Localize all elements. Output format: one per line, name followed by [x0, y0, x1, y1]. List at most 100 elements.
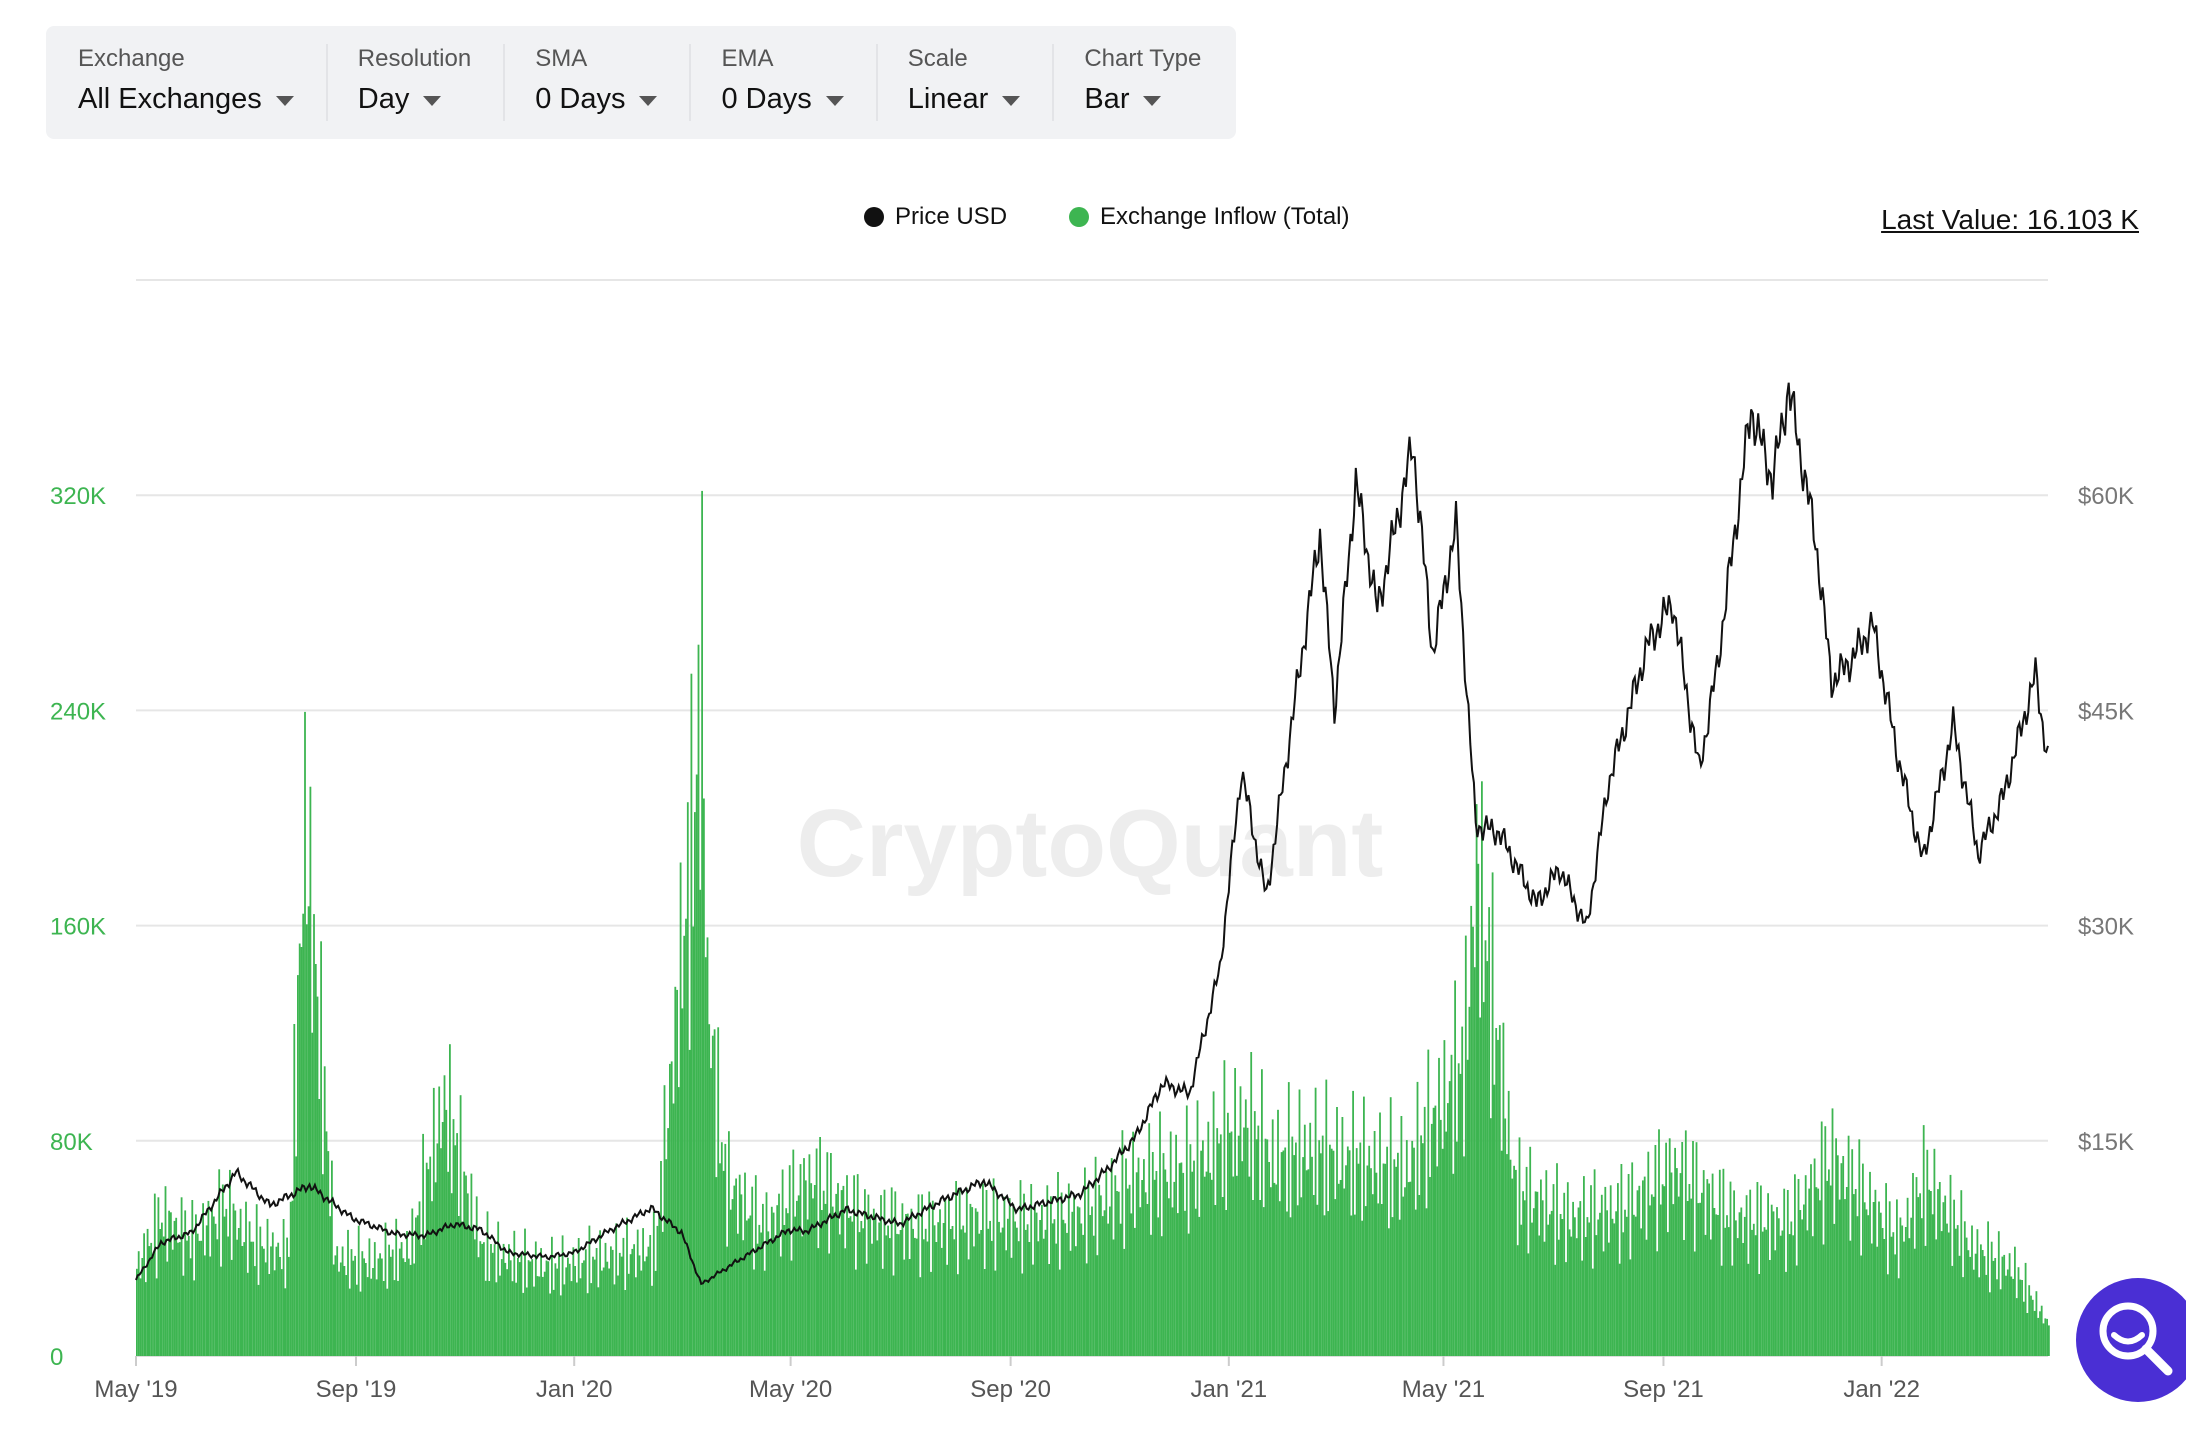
inflow-bar — [1490, 1118, 1492, 1356]
ema-dropdown[interactable]: 0 Days — [721, 82, 844, 116]
inflow-bar — [903, 1259, 906, 1356]
inflow-bar — [1506, 1154, 1508, 1356]
inflow-bar — [1177, 1213, 1179, 1356]
inflow-bar — [280, 1269, 283, 1356]
inflow-bar — [159, 1229, 162, 1356]
inflow-bar — [1232, 1176, 1235, 1356]
inflow-bar — [631, 1248, 634, 1356]
inflow-bar — [1761, 1231, 1764, 1356]
inflow-bar — [1751, 1229, 1753, 1356]
inflow-bar — [1354, 1214, 1356, 1356]
inflow-bar — [842, 1185, 845, 1356]
inflow-bar — [1109, 1206, 1111, 1356]
last-value-link[interactable]: Last Value: 16.103 K — [1881, 204, 2139, 235]
inflow-bar — [1557, 1239, 1560, 1356]
inflow-bar — [690, 673, 693, 1356]
inflow-bar — [407, 1258, 410, 1356]
inflow-bar — [670, 1061, 673, 1356]
inflow-bar — [1531, 1222, 1533, 1356]
legend-item-inflow[interactable]: Exchange Inflow (Total) — [1069, 203, 1350, 231]
inflow-bar — [880, 1195, 882, 1356]
resolution-dropdown[interactable]: Day — [358, 82, 471, 116]
x-axis-tick-label: Jan '22 — [1843, 1376, 1920, 1403]
inflow-bar — [318, 1099, 321, 1356]
inflow-bar — [1323, 1215, 1326, 1356]
inflow-bar — [1999, 1289, 2002, 1356]
inflow-bar — [1316, 1204, 1319, 1356]
inflow-bar — [1659, 1204, 1662, 1356]
inflow-bar — [298, 943, 301, 1356]
inflow-bar — [2015, 1298, 2018, 1356]
inflow-bar — [699, 889, 702, 1356]
chart-type-dropdown[interactable]: Bar — [1084, 82, 1201, 116]
inflow-bar — [200, 1240, 203, 1356]
inflow-bar — [624, 1290, 627, 1356]
inflow-bar — [1608, 1242, 1610, 1356]
inflow-bar — [311, 1032, 314, 1356]
inflow-bar — [1643, 1176, 1646, 1356]
inflow-bar — [1477, 863, 1480, 1356]
inflow-bar — [606, 1261, 609, 1356]
inflow-bar — [511, 1281, 514, 1356]
inflow-bar — [994, 1270, 997, 1356]
scale-dropdown[interactable]: Linear — [908, 82, 1021, 116]
legend-inflow-label: Exchange Inflow (Total) — [1100, 203, 1350, 230]
inflow-bar — [686, 802, 689, 1356]
chart-legend: Price USD Exchange Inflow (Total) — [864, 203, 1412, 231]
legend-item-price[interactable]: Price USD — [864, 203, 1007, 231]
inflow-bar — [1223, 1060, 1226, 1356]
inflow-bar — [824, 1203, 827, 1356]
inflow-bar — [1153, 1179, 1156, 1356]
inflow-bar — [1382, 1163, 1385, 1356]
inflow-bar — [2023, 1301, 2025, 1356]
inflow-bar — [726, 1246, 728, 1356]
inflow-bar — [948, 1197, 950, 1356]
inflow-bar — [1219, 1134, 1222, 1356]
inflow-bar — [1919, 1193, 1921, 1356]
inflow-bar — [457, 1216, 460, 1356]
inflow-bar — [1339, 1180, 1342, 1356]
inflow-bar — [765, 1192, 768, 1356]
inflow-bar — [402, 1258, 405, 1356]
inflow-bar — [1747, 1263, 1750, 1356]
inflow-bar — [1801, 1219, 1803, 1356]
inflow-bar — [1287, 1082, 1290, 1356]
inflow-bar — [218, 1169, 221, 1356]
inflow-bar — [1010, 1257, 1013, 1356]
sma-dropdown[interactable]: 0 Days — [535, 82, 658, 116]
inflow-bar — [141, 1258, 144, 1356]
inflow-bar — [1132, 1131, 1134, 1356]
inflow-bar — [236, 1239, 238, 1356]
inflow-bar — [540, 1248, 542, 1356]
inflow-bar — [370, 1278, 373, 1356]
inflow-bar — [713, 1029, 716, 1356]
inflow-bar — [1218, 1143, 1220, 1356]
inflow-bar — [1414, 1209, 1417, 1356]
inflow-bar — [1647, 1151, 1650, 1356]
inflow-bar — [1944, 1195, 1947, 1356]
exchange-label: Exchange — [78, 45, 185, 72]
inflow-bar — [443, 1075, 446, 1356]
inflow-bar — [1799, 1210, 1802, 1356]
inflow-bar — [1633, 1214, 1635, 1356]
search-button[interactable] — [2076, 1278, 2186, 1402]
inflow-bar — [1836, 1155, 1839, 1356]
inflow-bar — [1214, 1205, 1217, 1356]
inflow-bar — [293, 1024, 296, 1356]
inflow-bar — [1200, 1150, 1202, 1356]
inflow-bar — [1078, 1207, 1081, 1356]
inflow-bar — [1291, 1136, 1294, 1356]
inflow-bar — [663, 1085, 666, 1356]
inflow-bar — [703, 798, 705, 1356]
inflow-bar — [386, 1288, 389, 1356]
inflow-bar — [525, 1287, 528, 1356]
inflow-bar — [1758, 1274, 1760, 1356]
inflow-bar — [906, 1213, 909, 1356]
exchange-dropdown[interactable]: All Exchanges — [78, 82, 294, 116]
inflow-bar — [277, 1242, 280, 1356]
inflow-bar — [175, 1217, 178, 1356]
inflow-bar — [1454, 980, 1456, 1356]
inflow-bar — [1191, 1171, 1194, 1356]
inflow-bar — [694, 812, 696, 1356]
inflow-bar — [797, 1195, 800, 1356]
